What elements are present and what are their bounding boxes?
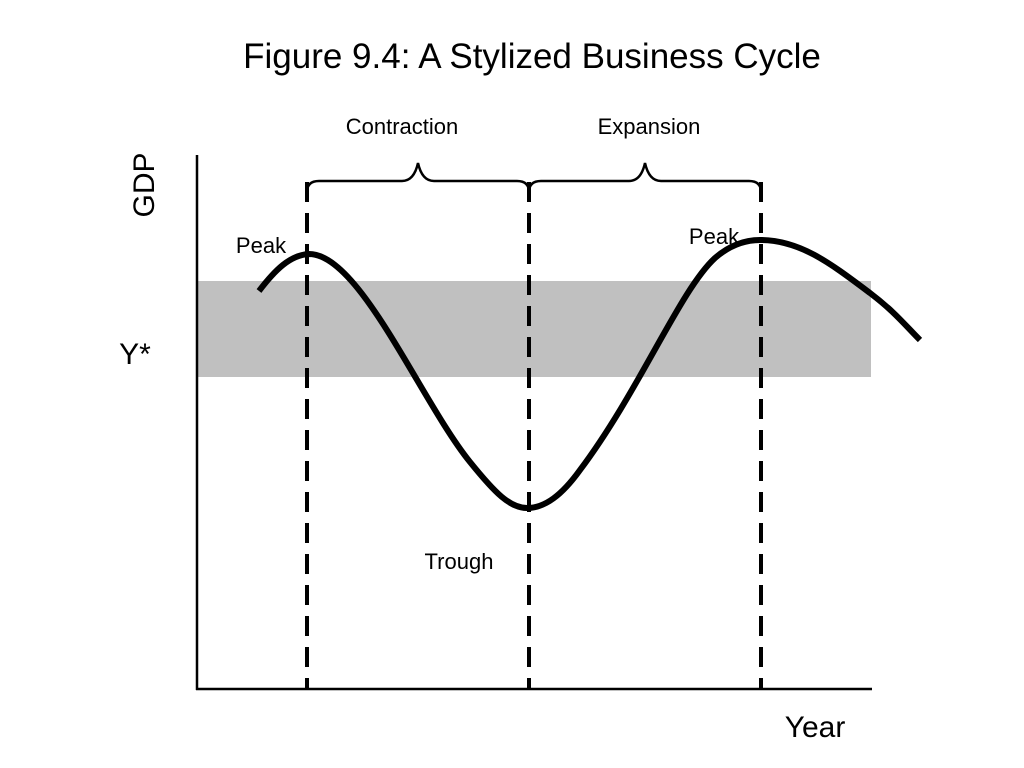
trough-label: Trough: [425, 549, 494, 574]
potential-output-band: [197, 281, 871, 377]
y-axis-label: GDP: [128, 152, 161, 217]
x-axis-label: Year: [785, 711, 846, 744]
contraction-label: Contraction: [346, 114, 459, 139]
second-peak-label: Peak: [689, 224, 740, 249]
business-cycle-curve: [256, 237, 923, 511]
figure-title: Figure 9.4: A Stylized Business Cycle: [243, 37, 821, 76]
contraction-brace: [305, 162, 531, 200]
first-peak-label: Peak: [236, 233, 287, 258]
expansion-label: Expansion: [598, 114, 701, 139]
potential-output-label: Y*: [119, 338, 151, 371]
expansion-brace: [527, 162, 763, 200]
